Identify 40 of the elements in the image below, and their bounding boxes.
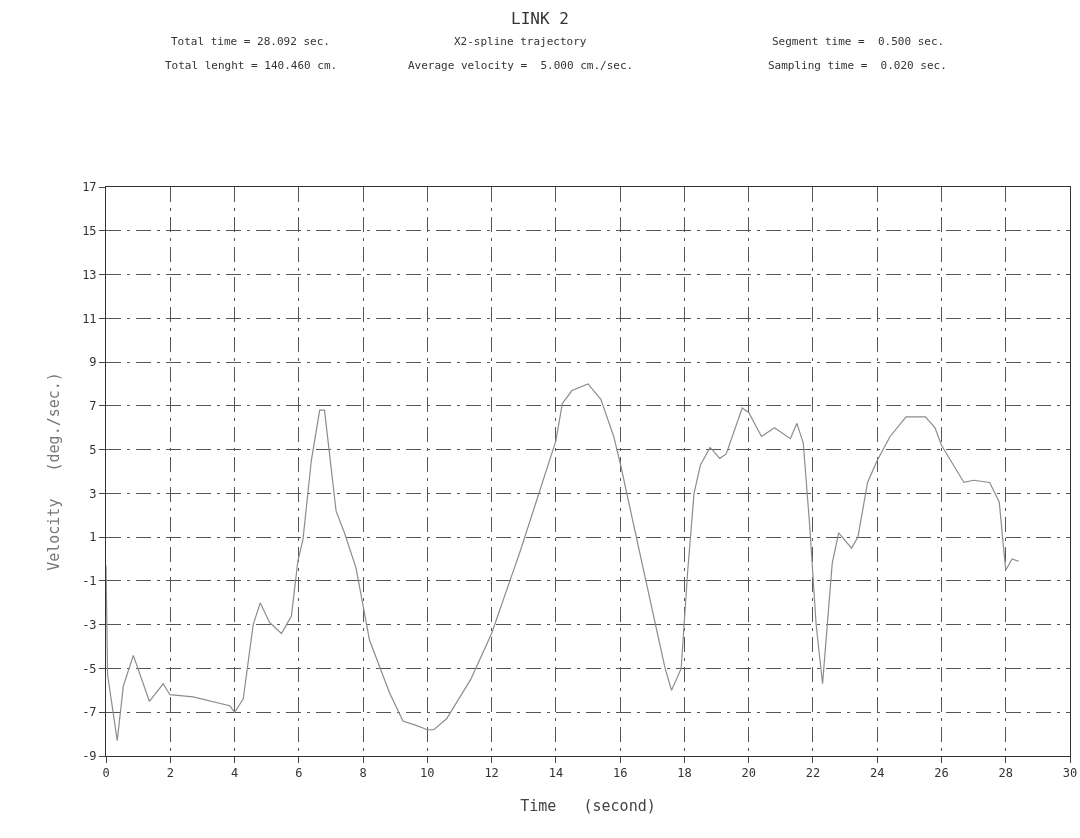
y-tick-label: -3	[82, 617, 97, 632]
line-series	[106, 383, 1020, 742]
y-tick-label: 5	[89, 442, 97, 457]
x-axis-title: Time (second)	[520, 797, 656, 815]
x-tick-label: 12	[484, 766, 499, 781]
y-tick-label: 15	[82, 223, 97, 238]
x-tick-label: 24	[869, 766, 885, 781]
x-tick-label: 18	[677, 766, 692, 781]
text: Total lenght = 140.460 cm.	[165, 59, 338, 72]
x-tick-label: 22	[805, 766, 821, 781]
y-tick-label: -1	[82, 574, 97, 589]
y-tick-label: 13	[82, 267, 97, 282]
y-tick-label: -7	[82, 705, 97, 720]
x-tick-label: 2	[166, 766, 174, 781]
text: Sampling time = 0.020 sec.	[768, 59, 947, 72]
x-tick-label: 20	[741, 766, 756, 781]
x-tick-label: 10	[420, 766, 435, 781]
x-tick-label: 0	[102, 766, 110, 781]
y-tick-label: 17	[82, 180, 97, 195]
x-tick-label: 26	[934, 766, 949, 781]
y-tick-label: 9	[89, 355, 97, 370]
x-tick-label: 14	[548, 766, 564, 781]
chart-title: LINK 2	[511, 8, 569, 28]
y-tick-label: 11	[82, 311, 97, 326]
y-tick-label: 1	[89, 530, 97, 545]
x-tick-label: 30	[1062, 766, 1078, 781]
text: X2-spline trajectory	[454, 35, 587, 48]
text: Total time = 28.092 sec.	[171, 35, 330, 48]
x-tick-label: 4	[230, 766, 239, 781]
y-axis-title: Velocity (deg./sec.)	[45, 372, 64, 571]
text: Segment time = 0.500 sec.	[772, 35, 945, 48]
y-tick-label: -9	[82, 749, 97, 764]
y-tick-label: -5	[82, 661, 97, 676]
y-tick-label: 3	[89, 486, 97, 501]
y-tick-label: 7	[89, 399, 97, 414]
x-tick-label: 6	[295, 766, 303, 781]
text: Average velocity = 5.000 cm./sec.	[408, 59, 634, 72]
x-tick-label: 16	[612, 766, 628, 781]
x-tick-label: 28	[998, 766, 1013, 781]
x-tick-label: 8	[359, 766, 367, 781]
